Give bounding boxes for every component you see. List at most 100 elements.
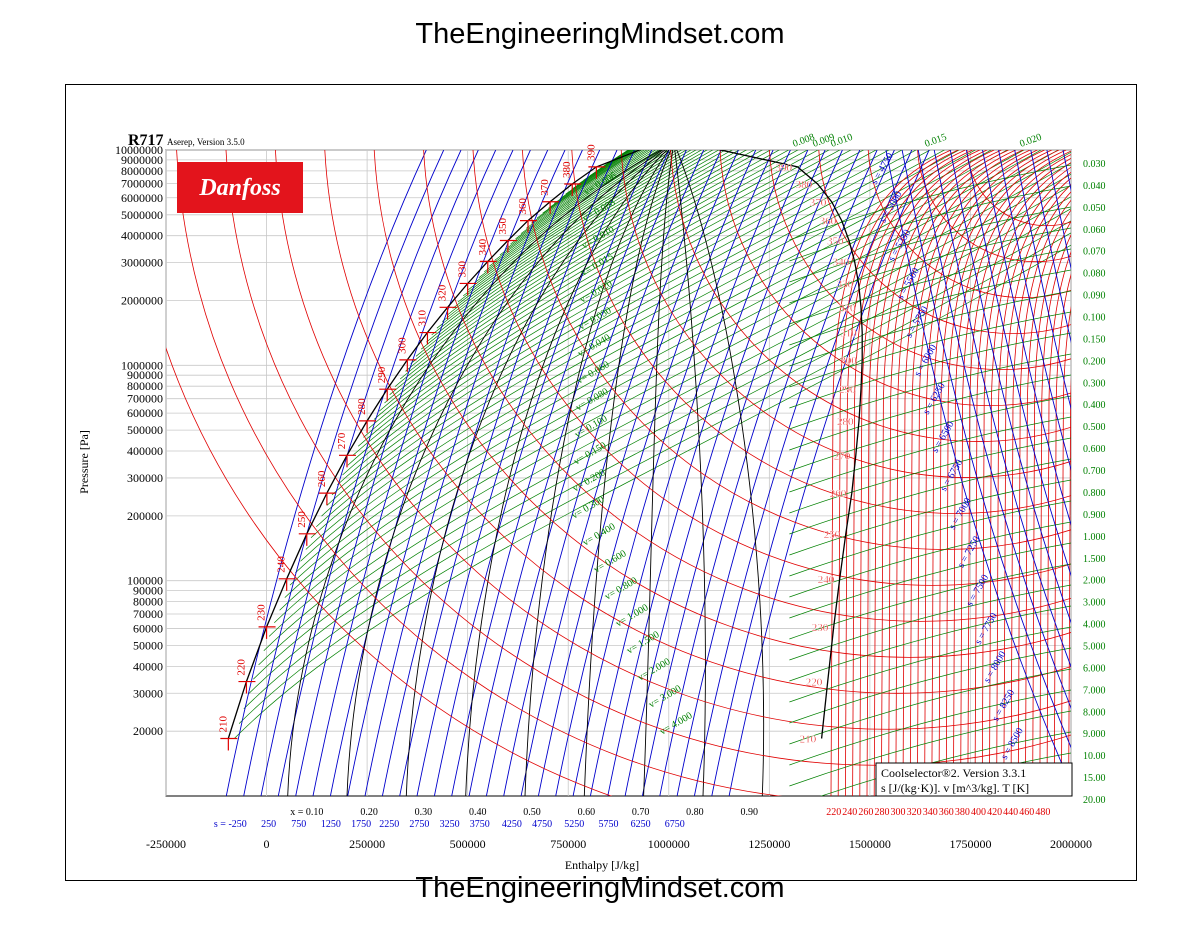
y-tick-label: 90000: [133, 584, 163, 598]
right-volume-label: 5.000: [1083, 642, 1106, 653]
specific-volume-curve: [415, 150, 740, 357]
entropy-curve: [572, 150, 774, 796]
specific-volume-curve: [426, 150, 727, 343]
vapor-temperature-label: 210: [800, 734, 817, 746]
y-tick-label: 20000: [133, 724, 163, 738]
y-tick-label: 2000000: [121, 294, 163, 308]
y-tick-label: 50000: [133, 638, 163, 652]
quality-axis-label: 0.90: [740, 807, 758, 818]
vapor-volume-curve: [789, 542, 1071, 619]
units-legend: s [J/(kg·K)]. v [m^3/kg]. T [K]: [881, 781, 1029, 795]
specific-volume-curve: [300, 150, 992, 562]
entropy-curve: [225, 150, 427, 796]
vapor-temperature-label: 310: [840, 328, 857, 340]
vapor-entropy-curve: [885, 150, 1071, 786]
specific-volume-curve: [331, 150, 903, 496]
y-tick-label: 800000: [127, 379, 163, 393]
vapor-volume-curve: [789, 416, 1071, 493]
specific-volume-curve: [384, 150, 790, 404]
specific-volume-curve: [234, 244, 1071, 739]
entropy-axis-label: s = -250: [214, 819, 247, 830]
vapor-volume-curve: [789, 248, 1071, 325]
entropy-curve: [260, 150, 462, 796]
right-volume-label: 0.060: [1083, 225, 1106, 236]
temperature-curve: [830, 150, 952, 796]
quality-axis-label: 0.20: [360, 807, 378, 818]
temperature-arc: [670, 150, 1071, 442]
y-tick-label: 700000: [127, 392, 163, 406]
vapor-entropy-curve: [1014, 150, 1071, 410]
temperature-curve: [1010, 191, 1071, 796]
specific-volume-curve: [352, 150, 852, 456]
entropy-axis-label: 3750: [470, 819, 490, 830]
entropy-axis-label: 2750: [409, 819, 429, 830]
y-tick-label: 4000000: [121, 229, 163, 243]
entropy-axis-label: 5250: [564, 819, 584, 830]
vapor-entropy-curve: [1111, 150, 1136, 796]
x-tick-label: 2000000: [1050, 837, 1092, 851]
vapor-entropy-curve: [998, 150, 1071, 471]
vapor-temperature-label: 380: [796, 179, 813, 191]
entropy-curve: [399, 150, 601, 796]
danfoss-logo: Danfoss: [177, 162, 303, 213]
temperature-curve: [1053, 273, 1071, 796]
right-volume-label: 0.600: [1083, 444, 1106, 455]
right-volume-label: 8.000: [1083, 707, 1106, 718]
temperature-axis-label: 420: [987, 807, 1002, 818]
temperature-arc: [571, 150, 1071, 514]
svg-text:Danfoss: Danfoss: [198, 175, 280, 201]
vapor-volume-curve: [789, 206, 1071, 283]
liquid-temperature-label: 310: [416, 310, 428, 327]
temperature-curve: [938, 150, 1060, 796]
y-tick-label: 30000: [133, 686, 163, 700]
right-volume-label: 10.00: [1083, 751, 1106, 762]
entropy-curve: [468, 150, 670, 796]
temperature-curve: [1061, 306, 1071, 796]
x-tick-label: 500000: [450, 837, 486, 851]
specific-volume-curve: [274, 151, 1071, 623]
y-tick-label: 70000: [133, 607, 163, 621]
entropy-curve: [624, 150, 826, 796]
liquid-temperature-label: 340: [477, 238, 489, 255]
vapor-volume-curve: [789, 353, 1071, 430]
entropy-axis-label: 2250: [379, 819, 399, 830]
right-volume-label: 9.000: [1083, 729, 1106, 740]
temperature-curve: [873, 150, 995, 796]
vapor-temperature-label: 280: [837, 416, 854, 428]
quality-curve: [674, 150, 706, 796]
specific-volume-curve: [357, 150, 841, 447]
site-watermark-top: TheEngineeringMindset.com: [415, 18, 785, 50]
vapor-volume-curve: [789, 521, 1071, 598]
specific-volume-curve: [378, 150, 799, 412]
vapor-volume-curve: [789, 437, 1071, 514]
liquid-temperature-label: 390: [585, 144, 597, 161]
liquid-temperature-label: 380: [561, 161, 573, 178]
liquid-temperature-label: 220: [235, 659, 247, 676]
specific-volume-curve: [457, 150, 692, 303]
vapor-temperature-label: 270: [834, 450, 851, 462]
x-axis-title: Enthalpy [J/kg]: [565, 858, 639, 872]
vapor-entropy-curve: [1030, 150, 1071, 344]
vapor-entropy-curve: [933, 150, 1071, 669]
quality-axis-label: 0.50: [523, 807, 541, 818]
specific-volume-curve: [499, 150, 660, 256]
y-tick-label: 8000000: [121, 164, 163, 178]
right-volume-label: 0.030: [1083, 159, 1106, 170]
specific-volume-curve: [468, 150, 683, 290]
quality-curve: [287, 150, 662, 796]
specific-volume-curve: [447, 150, 703, 316]
vapor-temperature-label: 300: [840, 355, 857, 367]
vapor-temperature-label: 340: [833, 256, 850, 268]
ph-diagram: 210 220 230 240 250 260 270 280 290 300 310 320 330 3…: [77, 132, 1136, 872]
temperature-arc: [769, 150, 1071, 370]
temperature-curve: [989, 171, 1071, 796]
vapor-volume-curve: [789, 185, 1071, 262]
chart-frame: 210 220 230 240 250 260 270 280 290 300 310 320 330 3…: [65, 84, 1137, 881]
right-volume-label: 0.090: [1083, 291, 1106, 302]
temperature-axis-label: 280: [874, 807, 889, 818]
temperature-curve: [981, 166, 1071, 796]
entropy-curve: [451, 150, 653, 796]
liquid-temperature-label: 250: [296, 511, 308, 528]
specific-volume-curve: [337, 150, 890, 486]
temperature-axis-label: 300: [891, 807, 906, 818]
